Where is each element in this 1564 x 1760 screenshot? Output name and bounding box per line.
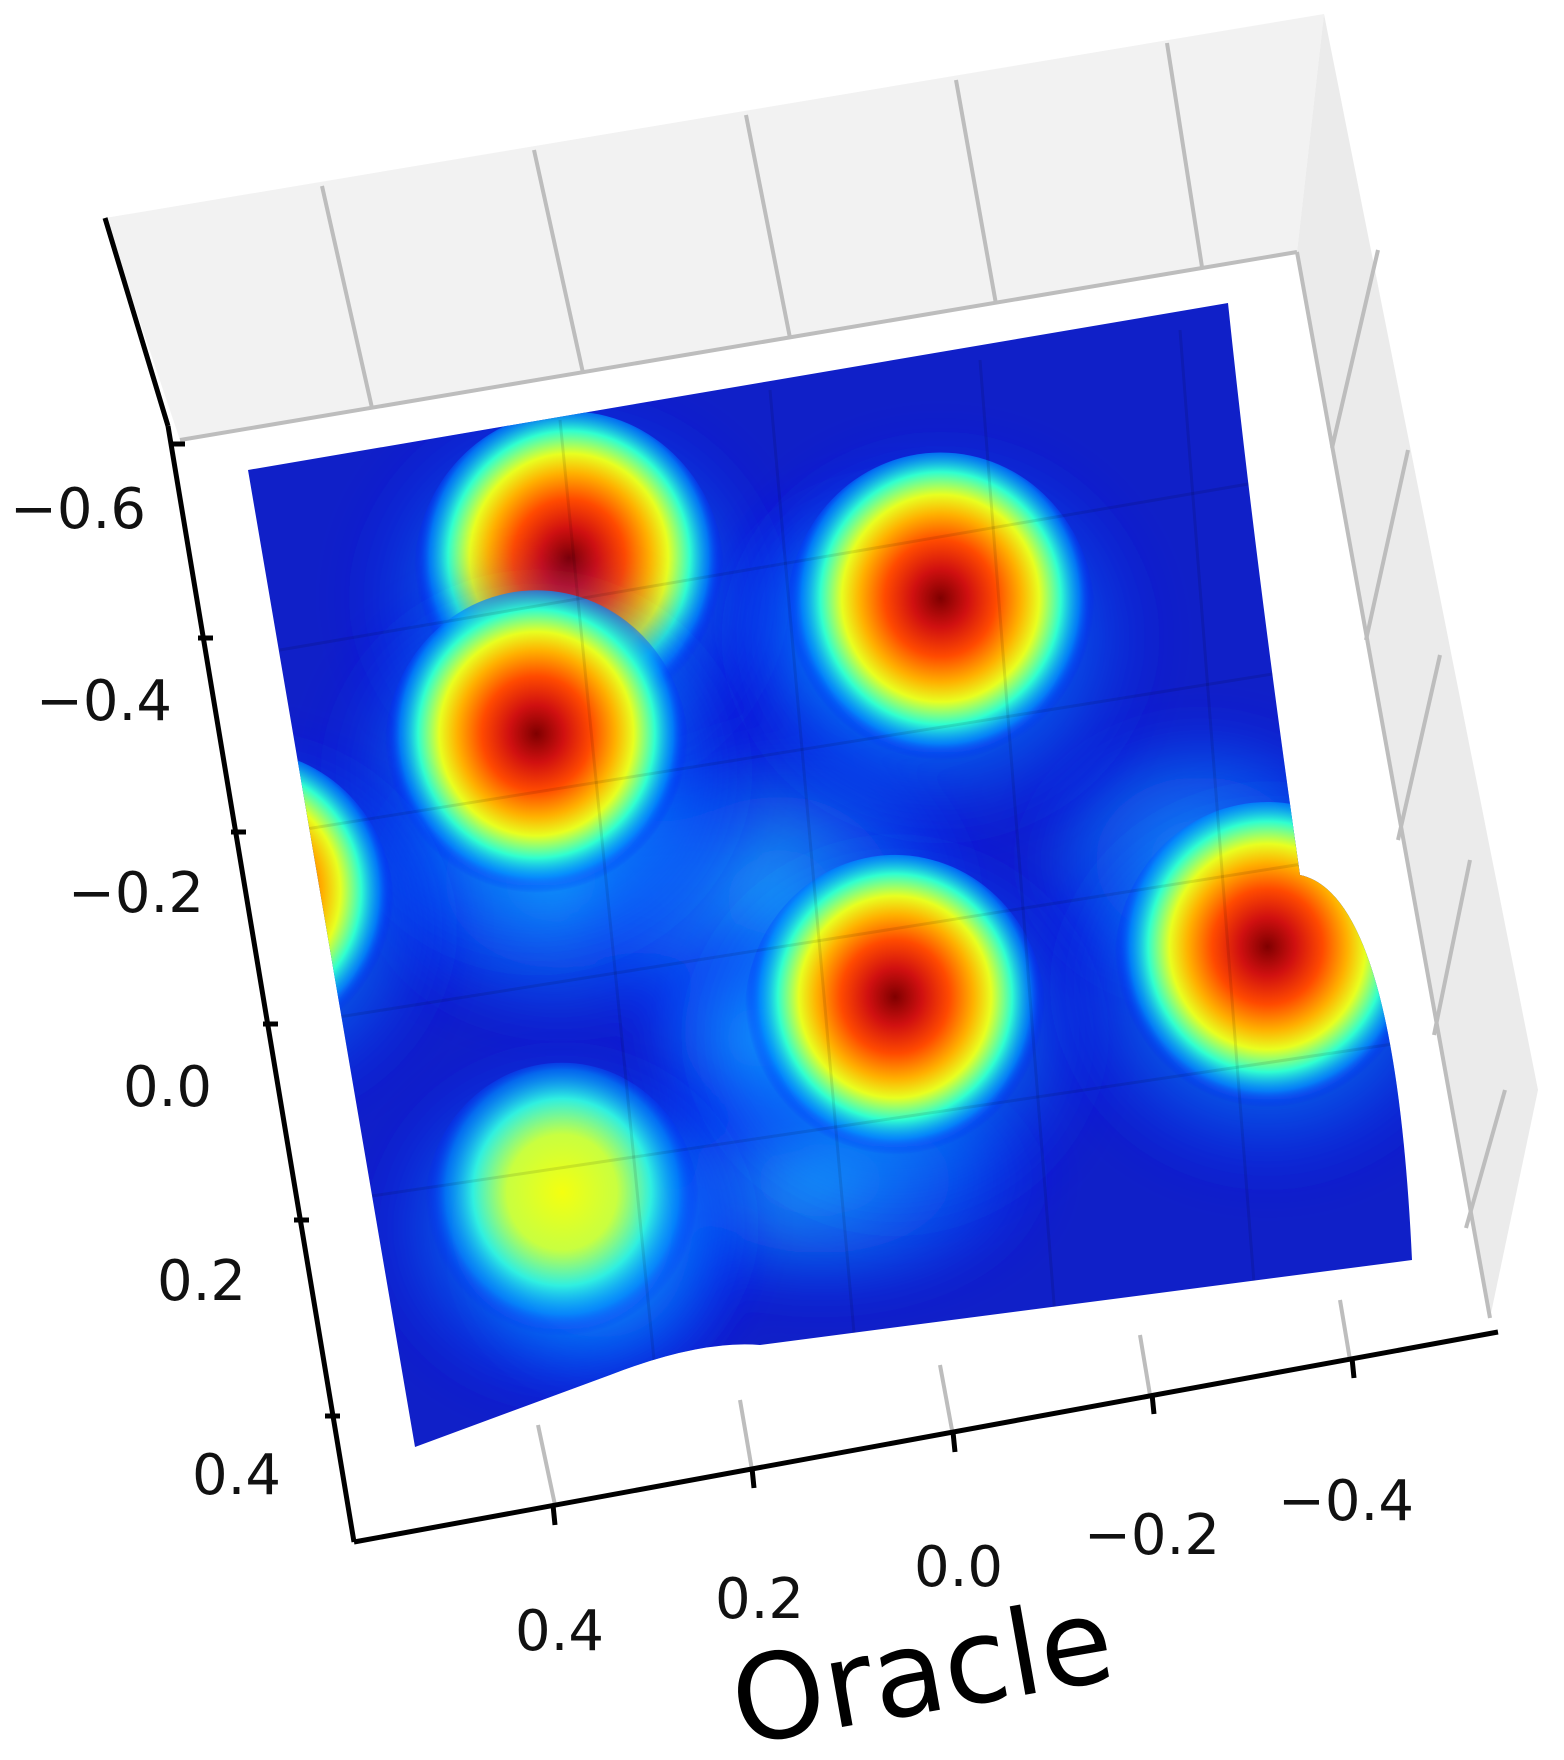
y-tick-label-5: 0.4: [192, 1443, 281, 1508]
peak-body-5: [1114, 802, 1412, 1124]
x-tick-label-0: 0.4: [515, 1599, 604, 1664]
surface-grid-overlay: [279, 329, 1412, 1421]
back-pane-top: [105, 14, 1324, 440]
y-tick-label-4: 0.2: [157, 1249, 246, 1314]
x-axis: [353, 1329, 1499, 1545]
y-tick-label-3: 0.0: [123, 1055, 212, 1120]
surface-peak-2: [701, 413, 1180, 862]
x-tick-label-1: 0.2: [715, 1567, 804, 1632]
surface-peak-3: [248, 713, 476, 1146]
peak-body-1: [384, 590, 689, 910]
y-tick-label-1: −0.4: [36, 669, 172, 734]
pane-gridlines: [179, 42, 1507, 1319]
x-tick-label-3: −0.2: [1084, 1503, 1220, 1568]
x-tick-labels: 0.4 0.2 0.0 −0.2 −0.4: [515, 1469, 1414, 1664]
surface-peak-4: [662, 817, 1128, 1253]
peak-body-2: [786, 452, 1095, 777]
x-tick-label-4: −0.4: [1278, 1469, 1414, 1534]
y-tick-labels: −0.6 −0.4 −0.2 0.0 0.2 0.4: [10, 477, 281, 1508]
floor-gridlines: [536, 1299, 1352, 1506]
x-tick-label-2: 0.0: [914, 1535, 1003, 1600]
y-tick-label-2: −0.2: [68, 861, 204, 926]
peak-body-6: [425, 1062, 699, 1351]
peak-halo-3: [248, 713, 476, 1146]
surface-peak-6: [349, 1028, 775, 1426]
y-axis: [102, 217, 357, 1543]
peak-body-4: [744, 854, 1046, 1171]
y-tick-label-0: −0.6: [10, 477, 146, 542]
